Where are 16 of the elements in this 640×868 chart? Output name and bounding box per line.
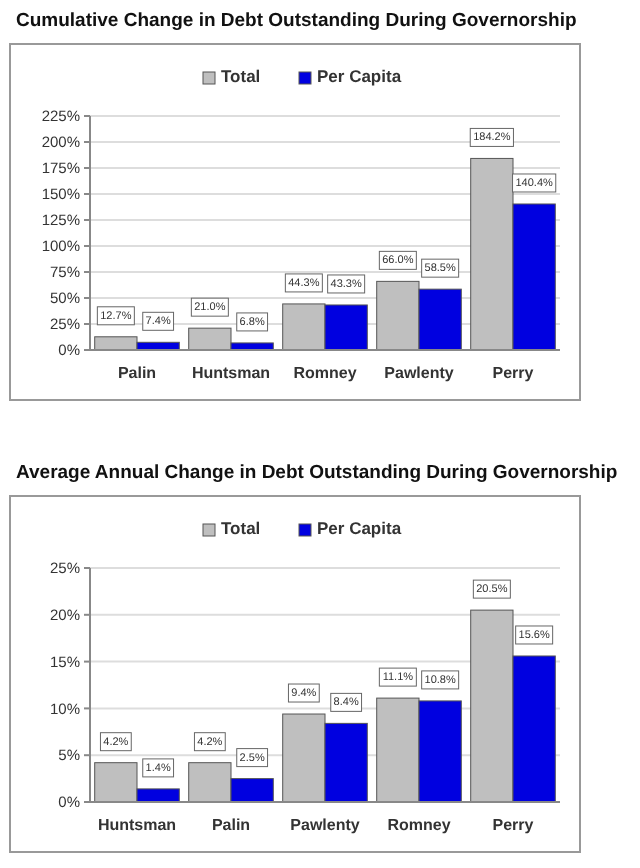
x-tick-label: Palin	[211, 816, 251, 834]
x-tick-label: Romney	[293, 364, 358, 382]
x-tick-label: Huntsman	[191, 364, 271, 382]
x-tick-label: Perry	[492, 816, 535, 834]
x-tick-label: Perry	[492, 364, 535, 382]
legend-label: Total	[221, 66, 261, 86]
legend-label: Per Capita	[317, 518, 402, 538]
x-tick-label: Pawlenty	[290, 816, 361, 834]
x-tick-label: Huntsman	[97, 816, 177, 834]
legend-label: Total	[221, 518, 261, 538]
x-tick-label: Pawlenty	[384, 364, 455, 382]
x-tick-label: Palin	[117, 364, 157, 382]
x-tick-label: Romney	[387, 816, 452, 834]
chart-title: Average Annual Change in Debt Outstanding During Governorship	[16, 462, 618, 484]
chart-title: Cumulative Change in Debt Outstanding During Governorship	[16, 10, 577, 32]
legend-label: Per Capita	[317, 66, 402, 86]
